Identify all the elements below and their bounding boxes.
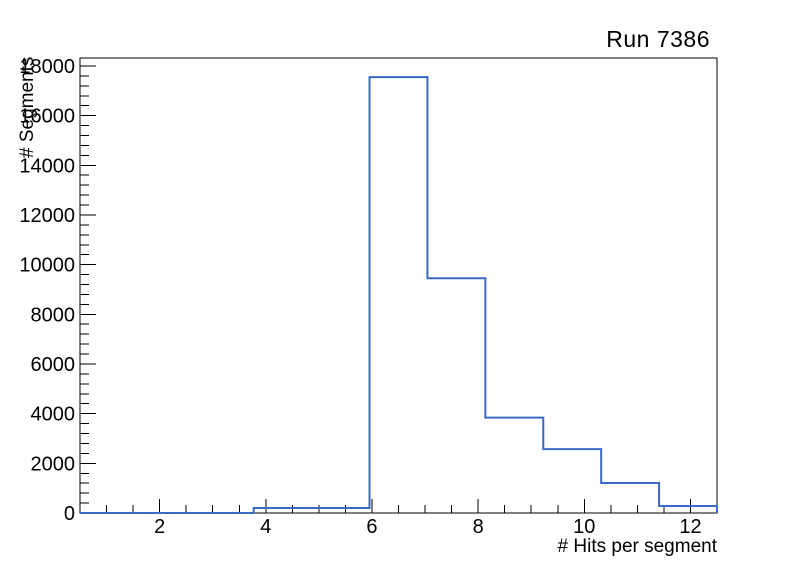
plot-frame-group [79,57,718,514]
x-axis-ticks [106,499,691,513]
y-tick-label: 10000 [19,255,75,277]
x-tick-label: 6 [366,516,377,538]
y-axis-tick-labels: 0 2000 4000 6000 8000 10000 12000 14000 16000 180… [19,56,75,525]
y-tick-label: 6000 [31,354,76,376]
y-axis-title: # Segments [17,57,38,158]
y-tick-label: 0 [64,503,75,525]
histogram-line [80,76,718,514]
plot-frame [79,57,718,514]
x-tick-label: 12 [679,516,701,538]
y-tick-label: 12000 [19,205,75,227]
y-tick-label: 18000 [19,56,75,78]
y-tick-label: 8000 [31,304,76,326]
y-tick-label: 14000 [19,155,75,177]
y-tick-label: 4000 [31,404,76,426]
y-axis-ticks [80,65,96,514]
chart-title: Run 7386 [606,26,710,52]
x-tick-label: 4 [260,516,271,538]
x-axis-title: # Hits per segment [558,536,718,557]
x-axis-tick-labels: 2 4 6 8 10 12 [154,516,702,538]
x-tick-label: 10 [573,516,595,538]
x-tick-label: 8 [473,516,484,538]
x-tick-label: 2 [154,516,165,538]
y-tick-label: 16000 [19,106,75,128]
histogram-series [80,76,718,514]
y-tick-label: 2000 [31,453,76,475]
